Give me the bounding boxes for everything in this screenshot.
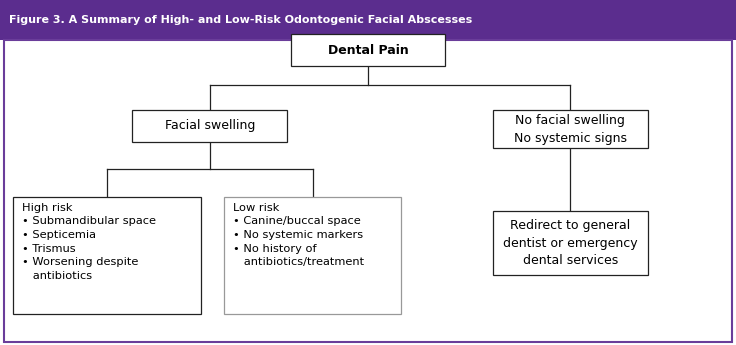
FancyBboxPatch shape <box>493 110 648 148</box>
Text: High risk
• Submandibular space
• Septicemia
• Trismus
• Worsening despite
   an: High risk • Submandibular space • Septic… <box>21 203 156 281</box>
FancyBboxPatch shape <box>132 110 287 142</box>
FancyBboxPatch shape <box>0 0 736 40</box>
FancyBboxPatch shape <box>224 197 401 314</box>
Text: Facial swelling: Facial swelling <box>165 119 255 132</box>
Text: Redirect to general
dentist or emergency
dental services: Redirect to general dentist or emergency… <box>503 219 637 267</box>
FancyBboxPatch shape <box>493 211 648 275</box>
FancyBboxPatch shape <box>291 33 445 66</box>
FancyBboxPatch shape <box>4 40 732 342</box>
Text: Figure 3. A Summary of High- and Low-Risk Odontogenic Facial Abscesses: Figure 3. A Summary of High- and Low-Ris… <box>9 15 472 25</box>
Text: Dental Pain: Dental Pain <box>328 43 408 57</box>
Text: No facial swelling
No systemic signs: No facial swelling No systemic signs <box>514 114 627 145</box>
Text: Low risk
• Canine/buccal space
• No systemic markers
• No history of
   antibiot: Low risk • Canine/buccal space • No syst… <box>233 203 364 267</box>
FancyBboxPatch shape <box>13 197 200 314</box>
